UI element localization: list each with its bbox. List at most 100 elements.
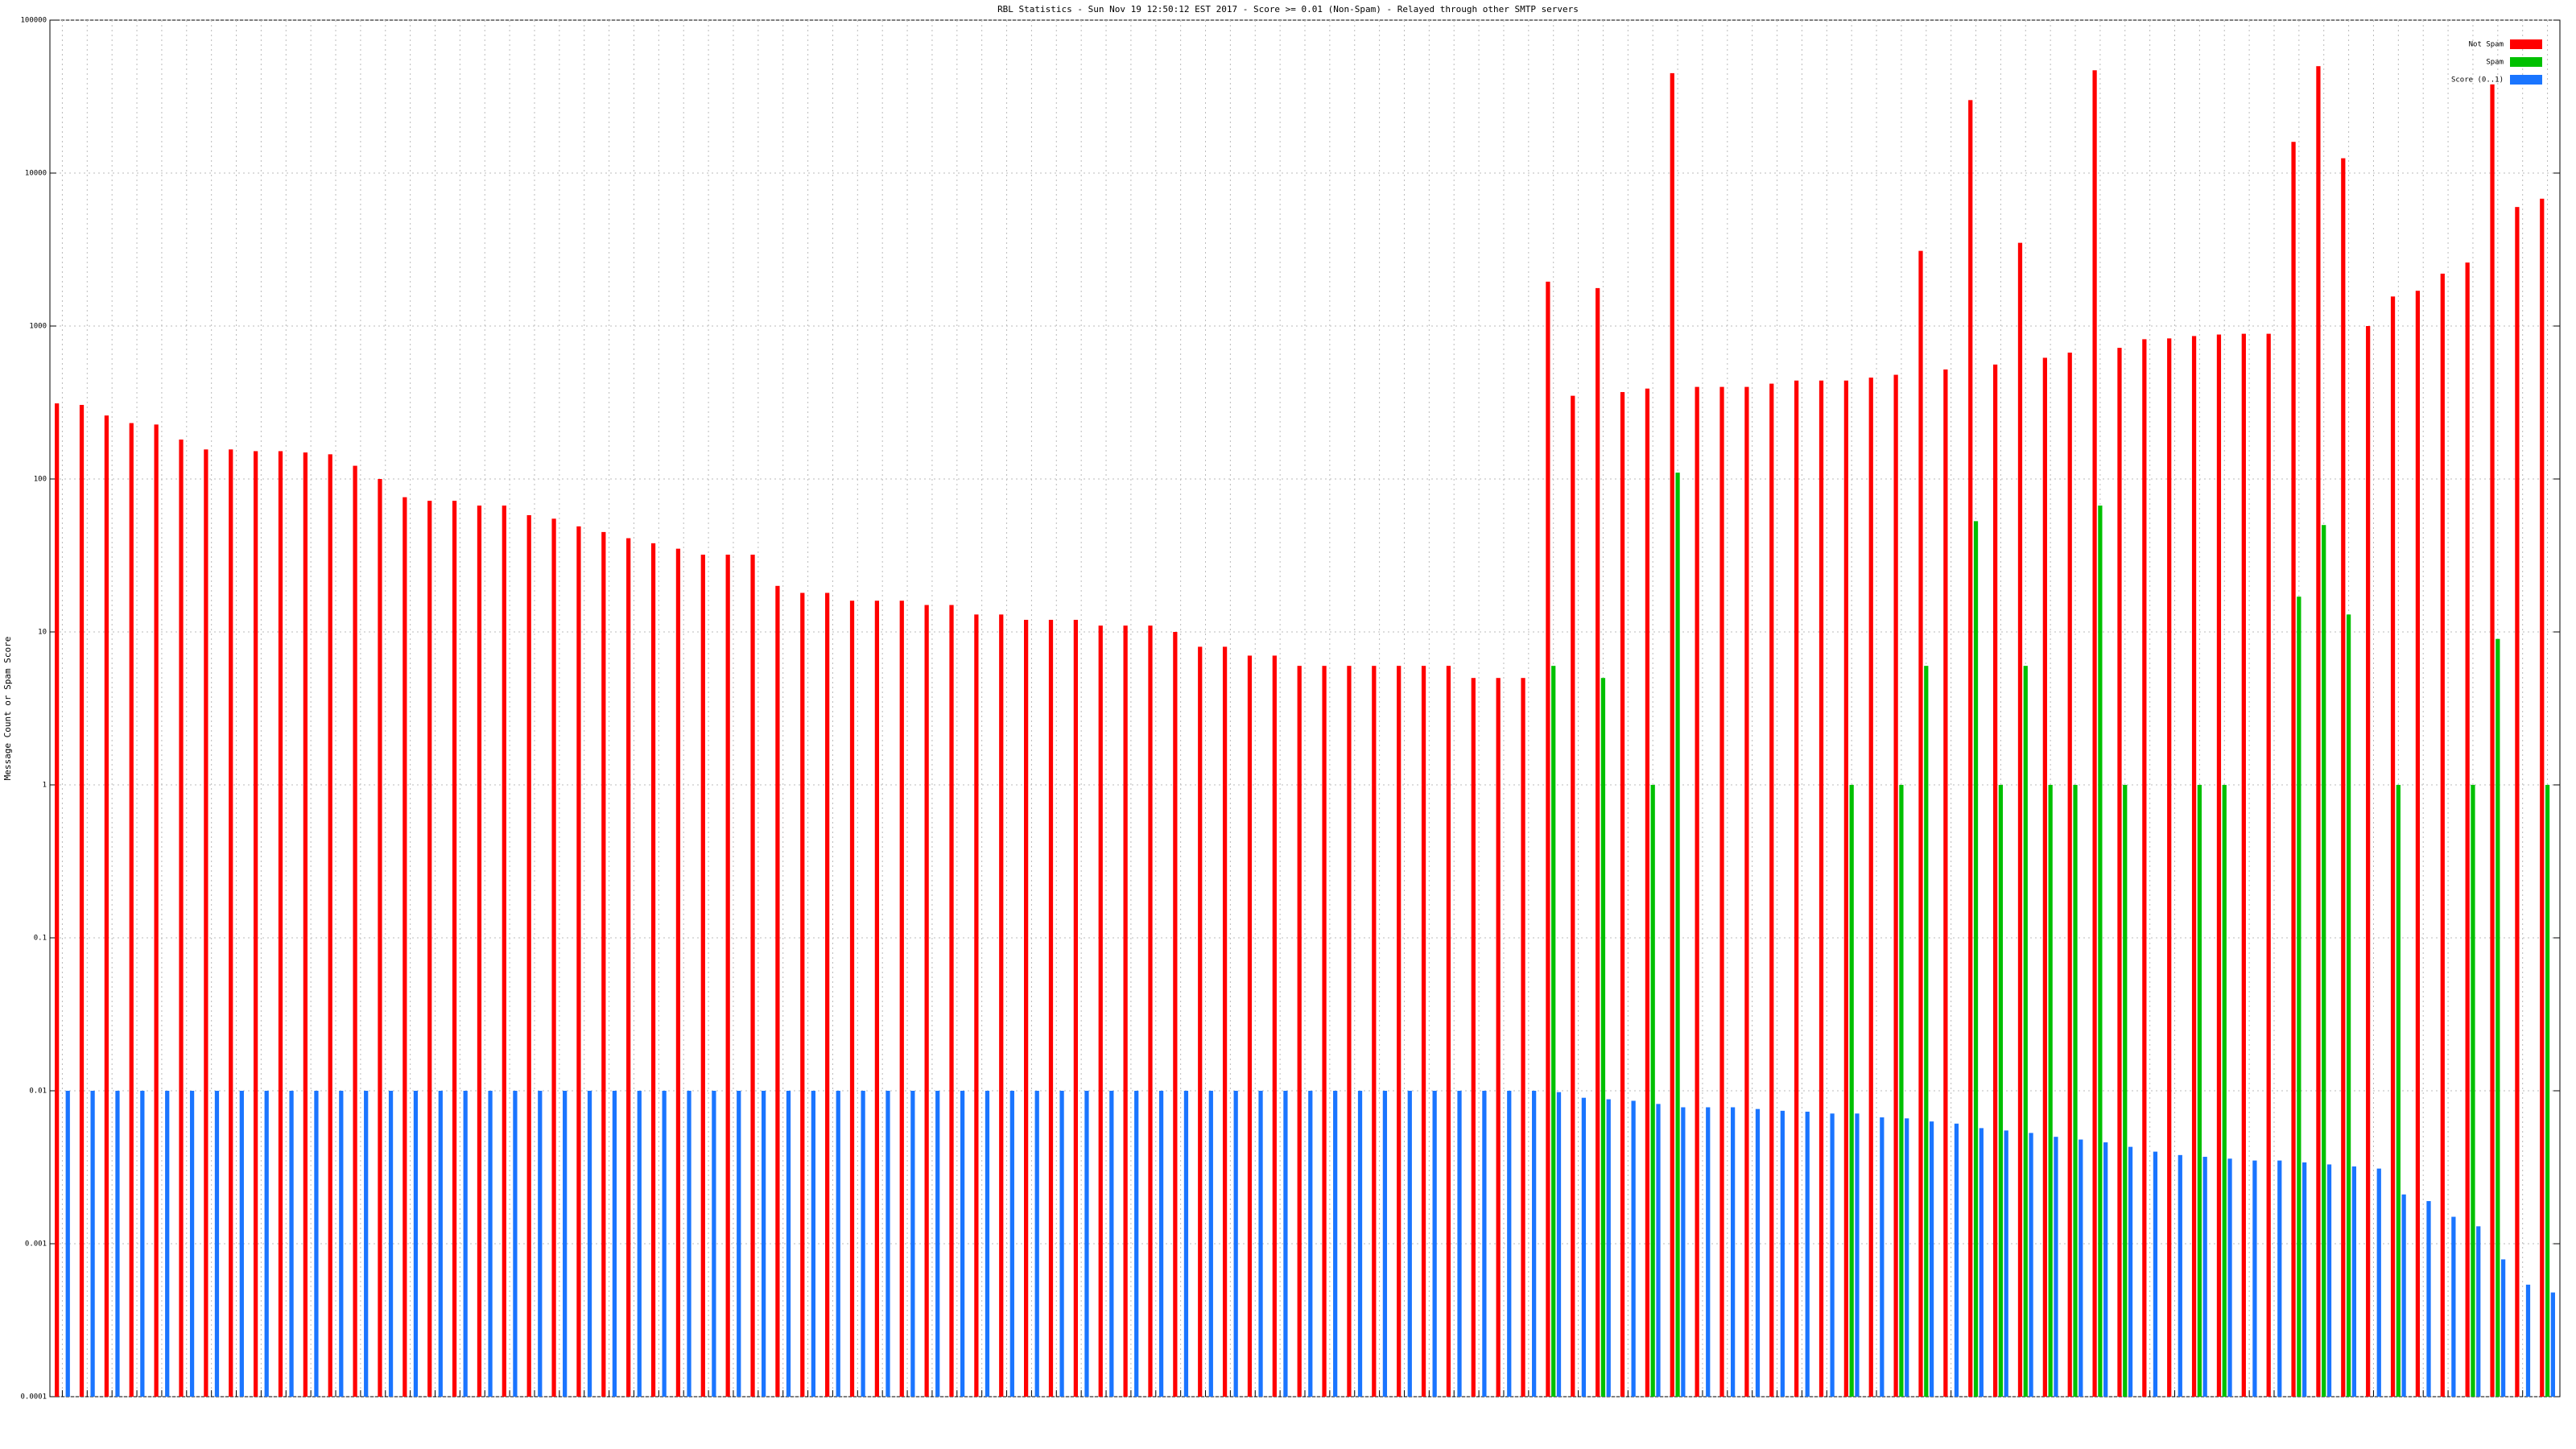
bar (1546, 281, 1550, 1397)
bar (761, 1091, 766, 1397)
bar (1308, 1091, 1313, 1397)
bar (626, 538, 631, 1397)
bar (1283, 1091, 1288, 1397)
bar (1670, 72, 1674, 1397)
bar (189, 1091, 195, 1397)
bar (2326, 1164, 2332, 1397)
bar (1600, 678, 1606, 1397)
bar (1918, 250, 1923, 1397)
bar (2054, 1137, 2058, 1397)
bar (1849, 785, 1854, 1397)
bar (1924, 666, 1929, 1397)
bar (737, 1091, 741, 1397)
y-tick-label: 0.1 (34, 935, 47, 943)
bar (538, 1091, 543, 1397)
bar (825, 592, 830, 1397)
bar (129, 423, 134, 1397)
bar (563, 1091, 568, 1397)
y-tick-label: 1 (43, 782, 47, 790)
bar (2017, 242, 2023, 1397)
bar (2346, 614, 2351, 1397)
bar (910, 1091, 915, 1397)
bar (786, 1091, 791, 1397)
bar (253, 451, 258, 1397)
bar (2103, 1142, 2108, 1397)
legend-label: Score (0..1) (2451, 76, 2504, 85)
y-tick-label: 10 (38, 629, 47, 637)
bar (2351, 1166, 2357, 1397)
bar (861, 1091, 865, 1397)
bar (2128, 1146, 2133, 1397)
bar (2476, 1226, 2481, 1397)
bar (1059, 1091, 1064, 1397)
bar (1372, 666, 1377, 1397)
bar (438, 1091, 443, 1397)
y-tick-label: 100000 (20, 17, 47, 25)
bar (1397, 666, 1402, 1397)
bar (1521, 678, 1525, 1397)
bar (2216, 334, 2222, 1397)
bar (463, 1091, 468, 1397)
bar (1868, 378, 1873, 1397)
bar (2117, 348, 2122, 1397)
bar (513, 1091, 518, 1397)
bar (2142, 339, 2147, 1397)
bar (2390, 296, 2396, 1397)
bar (1794, 380, 1799, 1397)
bar (1650, 785, 1655, 1397)
bar (2545, 785, 2550, 1397)
bar (2426, 1201, 2431, 1397)
bar (2496, 638, 2500, 1397)
bar (2153, 1151, 2158, 1397)
bar (1457, 1091, 1462, 1397)
bar (1620, 392, 1625, 1397)
bar (612, 1091, 617, 1397)
bar (1482, 1091, 1487, 1397)
bar (477, 506, 482, 1397)
bar (2396, 785, 2401, 1397)
bar (90, 1091, 95, 1397)
bar (1656, 1104, 1661, 1397)
bar (364, 1091, 369, 1397)
bar (1446, 666, 1451, 1397)
bar (1681, 1107, 1686, 1397)
bar (1507, 1091, 1512, 1397)
bar (1073, 619, 1078, 1397)
y-tick-label: 0.001 (25, 1241, 47, 1249)
bar (935, 1091, 940, 1397)
bar (55, 403, 60, 1397)
bar (2540, 198, 2545, 1397)
bar (836, 1091, 840, 1397)
y-tick-label: 0.0001 (20, 1393, 47, 1402)
bar (1805, 1111, 1810, 1397)
bar (1706, 1107, 1711, 1397)
bar (601, 531, 606, 1397)
bar (1208, 1091, 1213, 1397)
bar (1905, 1118, 1909, 1397)
bar (2098, 506, 2103, 1397)
bar (154, 424, 159, 1397)
bar (2550, 1292, 2555, 1397)
bar (1084, 1091, 1089, 1397)
bar (2415, 291, 2421, 1397)
bar (2023, 666, 2028, 1397)
bar (2042, 357, 2047, 1397)
bar (687, 1091, 691, 1397)
bar (1631, 1100, 1636, 1397)
bar (1596, 287, 1600, 1397)
bar (402, 497, 407, 1397)
bar (1347, 666, 1352, 1397)
bar (2341, 158, 2346, 1397)
bar (1893, 374, 1898, 1397)
bar (576, 526, 581, 1397)
bar (1222, 646, 1228, 1397)
bar (2525, 1284, 2531, 1397)
bar (874, 601, 880, 1397)
bar (1357, 1091, 1363, 1397)
bar (289, 1091, 294, 1397)
bar (1855, 1113, 1860, 1397)
bar (1183, 1091, 1189, 1397)
legend-swatch (2510, 39, 2542, 49)
bar (775, 585, 780, 1397)
